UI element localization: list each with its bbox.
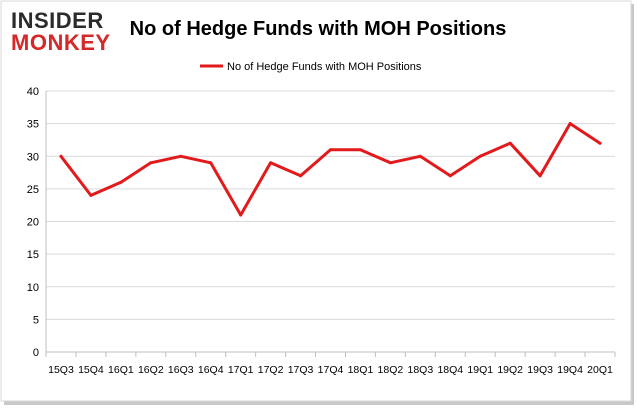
y-tick-label: 0 xyxy=(33,347,39,359)
y-tick-label: 5 xyxy=(33,314,39,326)
data-point xyxy=(508,141,512,145)
plot-area xyxy=(59,122,602,217)
legend: No of Hedge Funds with MOH Positions xyxy=(200,61,422,73)
x-tick-label: 16Q1 xyxy=(108,364,134,376)
x-tick-label: 16Q3 xyxy=(168,364,194,376)
data-point xyxy=(448,174,452,178)
logo-line1: INSIDER xyxy=(11,8,104,33)
x-tick-label: 15Q3 xyxy=(48,364,74,376)
logo-line2: MONKEY xyxy=(11,30,111,55)
y-tick-label: 30 xyxy=(27,151,39,163)
x-tick-label: 19Q4 xyxy=(557,364,583,376)
x-tick-label: 17Q1 xyxy=(228,364,254,376)
data-point xyxy=(119,180,123,184)
y-tick-label: 15 xyxy=(27,249,39,261)
x-tick-label: 20Q1 xyxy=(587,364,613,376)
x-tick-label: 17Q2 xyxy=(258,364,284,376)
x-axis: 15Q3 15Q4 16Q1 16Q2 16Q3 16Q4 17Q1 17Q2 17Q3 17Q4… xyxy=(45,351,616,376)
insider-monkey-logo: INSIDER MONKEY xyxy=(11,8,111,55)
x-tick-label: 18Q2 xyxy=(378,364,404,376)
x-tick-label: 19Q2 xyxy=(497,364,523,376)
y-tick-label: 25 xyxy=(27,184,39,196)
y-tick-label: 35 xyxy=(27,119,39,131)
data-point xyxy=(388,161,392,165)
data-point xyxy=(299,174,303,178)
data-point xyxy=(329,148,332,152)
data-point xyxy=(149,161,153,165)
frame-border xyxy=(0,0,632,402)
x-tick-label: 18Q3 xyxy=(407,364,433,376)
data-point xyxy=(538,174,542,178)
chart-title: No of Hedge Funds with MOH Positions xyxy=(130,18,507,40)
x-tick-label: 16Q4 xyxy=(198,364,224,376)
x-tick-label: 18Q1 xyxy=(348,364,374,376)
data-point xyxy=(269,161,273,165)
data-point xyxy=(209,161,213,165)
x-tick-label: 18Q4 xyxy=(437,364,463,376)
y-tick-label: 20 xyxy=(27,217,39,229)
y-tick-label: 10 xyxy=(27,282,39,294)
x-tick-label: 19Q3 xyxy=(527,364,553,376)
y-axis: 0 5 10 15 20 25 30 35 40 xyxy=(27,86,47,359)
data-point xyxy=(59,154,63,158)
data-point xyxy=(358,148,362,152)
data-point xyxy=(179,154,183,158)
x-tick-label: 17Q3 xyxy=(288,364,314,376)
data-point xyxy=(568,122,572,126)
x-tick-label: 16Q2 xyxy=(138,364,164,376)
legend-label: No of Hedge Funds with MOH Positions xyxy=(227,61,422,73)
data-point xyxy=(239,213,243,217)
data-point xyxy=(89,193,93,197)
data-point xyxy=(478,154,482,158)
y-tick-label: 40 xyxy=(27,86,39,98)
data-point xyxy=(598,141,602,145)
data-point xyxy=(418,154,422,158)
x-tick-label: 19Q1 xyxy=(467,364,493,376)
x-tick-label: 15Q4 xyxy=(78,364,104,376)
x-tick-label: 17Q4 xyxy=(318,364,344,376)
